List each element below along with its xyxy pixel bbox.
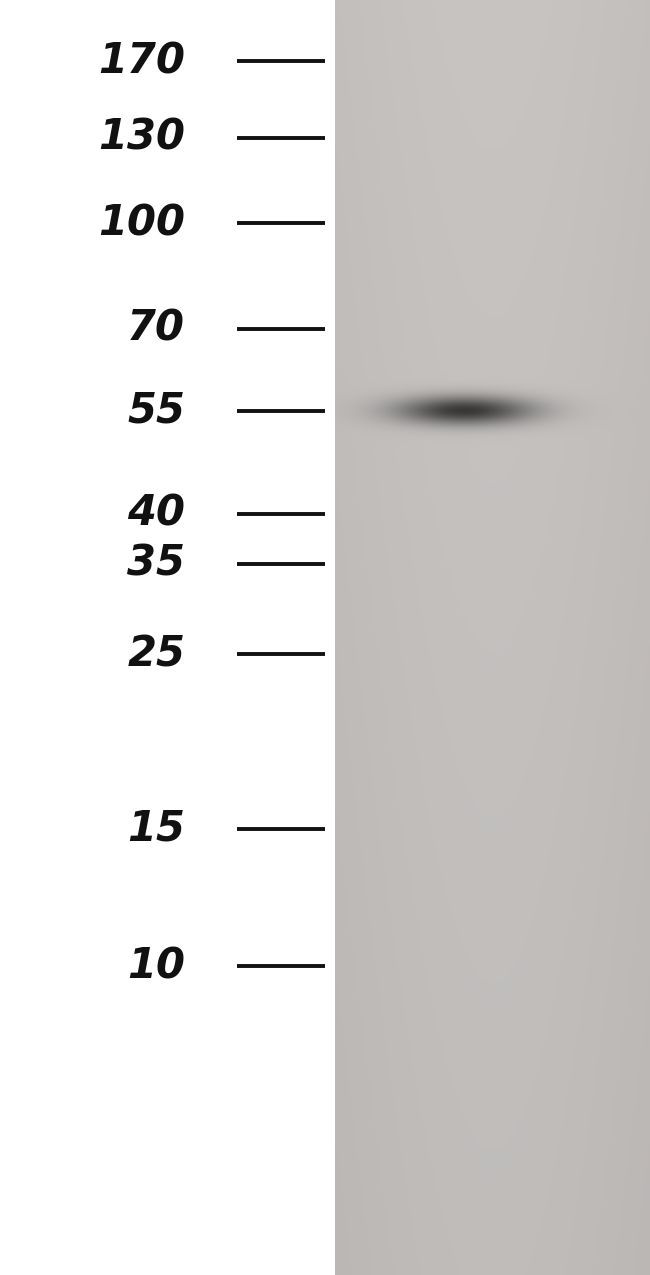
Text: 15: 15 bbox=[127, 808, 185, 849]
Text: 40: 40 bbox=[127, 493, 185, 534]
Text: 35: 35 bbox=[127, 543, 185, 584]
Text: 10: 10 bbox=[127, 946, 185, 987]
Text: 25: 25 bbox=[127, 634, 185, 674]
Text: 55: 55 bbox=[127, 390, 185, 431]
Text: 130: 130 bbox=[98, 117, 185, 158]
Text: 170: 170 bbox=[98, 41, 185, 82]
Text: 100: 100 bbox=[98, 203, 185, 244]
Text: 70: 70 bbox=[127, 309, 185, 349]
